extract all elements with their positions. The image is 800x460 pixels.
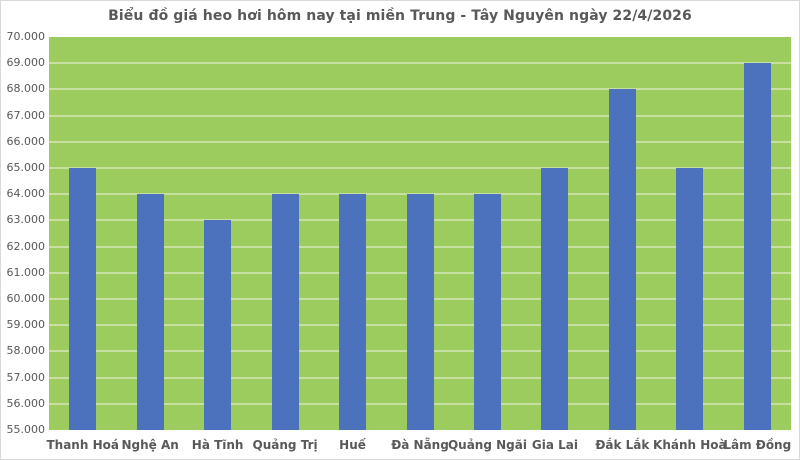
gridline (49, 193, 791, 196)
x-axis-label: Lâm Đồng (723, 438, 792, 452)
y-tick-label: 66.000 (6, 134, 46, 148)
y-tick-label: 68.000 (6, 82, 46, 96)
bar (541, 168, 569, 430)
gridline (49, 167, 791, 169)
x-axis-label: Đà Nẵng (391, 438, 449, 452)
y-tick-label: 59.000 (6, 318, 46, 332)
bar (204, 220, 232, 430)
y-tick-label: 67.000 (6, 108, 46, 122)
bar (271, 194, 299, 430)
x-axis-label: Khánh Hoà (653, 438, 727, 452)
plot-area (49, 37, 791, 430)
bar (676, 168, 704, 430)
bar (406, 194, 434, 430)
y-tick-label: 64.000 (6, 187, 46, 201)
bar (69, 168, 97, 430)
gridline (49, 62, 791, 65)
x-axis-label: Quảng Ngãi (447, 438, 527, 452)
x-axis-label: Hà Tĩnh (191, 438, 244, 452)
gridline (49, 88, 791, 91)
bar (339, 194, 367, 430)
y-tick-label: 70.000 (6, 30, 46, 43)
y-tick-label: 56.000 (6, 396, 46, 410)
y-tick-label: 61.000 (6, 265, 46, 279)
bar (473, 194, 501, 430)
y-tick-label: 63.000 (6, 213, 46, 227)
x-axis-label: Huế (339, 438, 366, 452)
y-tick-label: 58.000 (6, 344, 46, 358)
gridline (49, 114, 791, 117)
bar (743, 63, 771, 430)
bar (608, 89, 636, 430)
x-axis-label: Gia Lai (531, 438, 578, 452)
x-axis-label: Đắk Lắk (595, 438, 650, 452)
x-axis-label: Thanh Hoá (46, 438, 119, 452)
x-axis-label: Nghệ An (121, 438, 179, 452)
y-tick-label: 69.000 (6, 56, 46, 70)
y-tick-label: 57.000 (6, 370, 46, 384)
x-axis-label: Quảng Trị (252, 438, 318, 452)
y-tick-label: 65.000 (6, 161, 46, 174)
y-tick-label: 60.000 (6, 292, 46, 305)
bar (136, 194, 164, 430)
chart-title: Biểu đồ giá heo hơi hôm nay tại miền Tru… (108, 8, 692, 24)
gridline (49, 140, 791, 143)
y-tick-label: 55.000 (6, 423, 46, 436)
y-tick-label: 62.000 (6, 239, 46, 253)
